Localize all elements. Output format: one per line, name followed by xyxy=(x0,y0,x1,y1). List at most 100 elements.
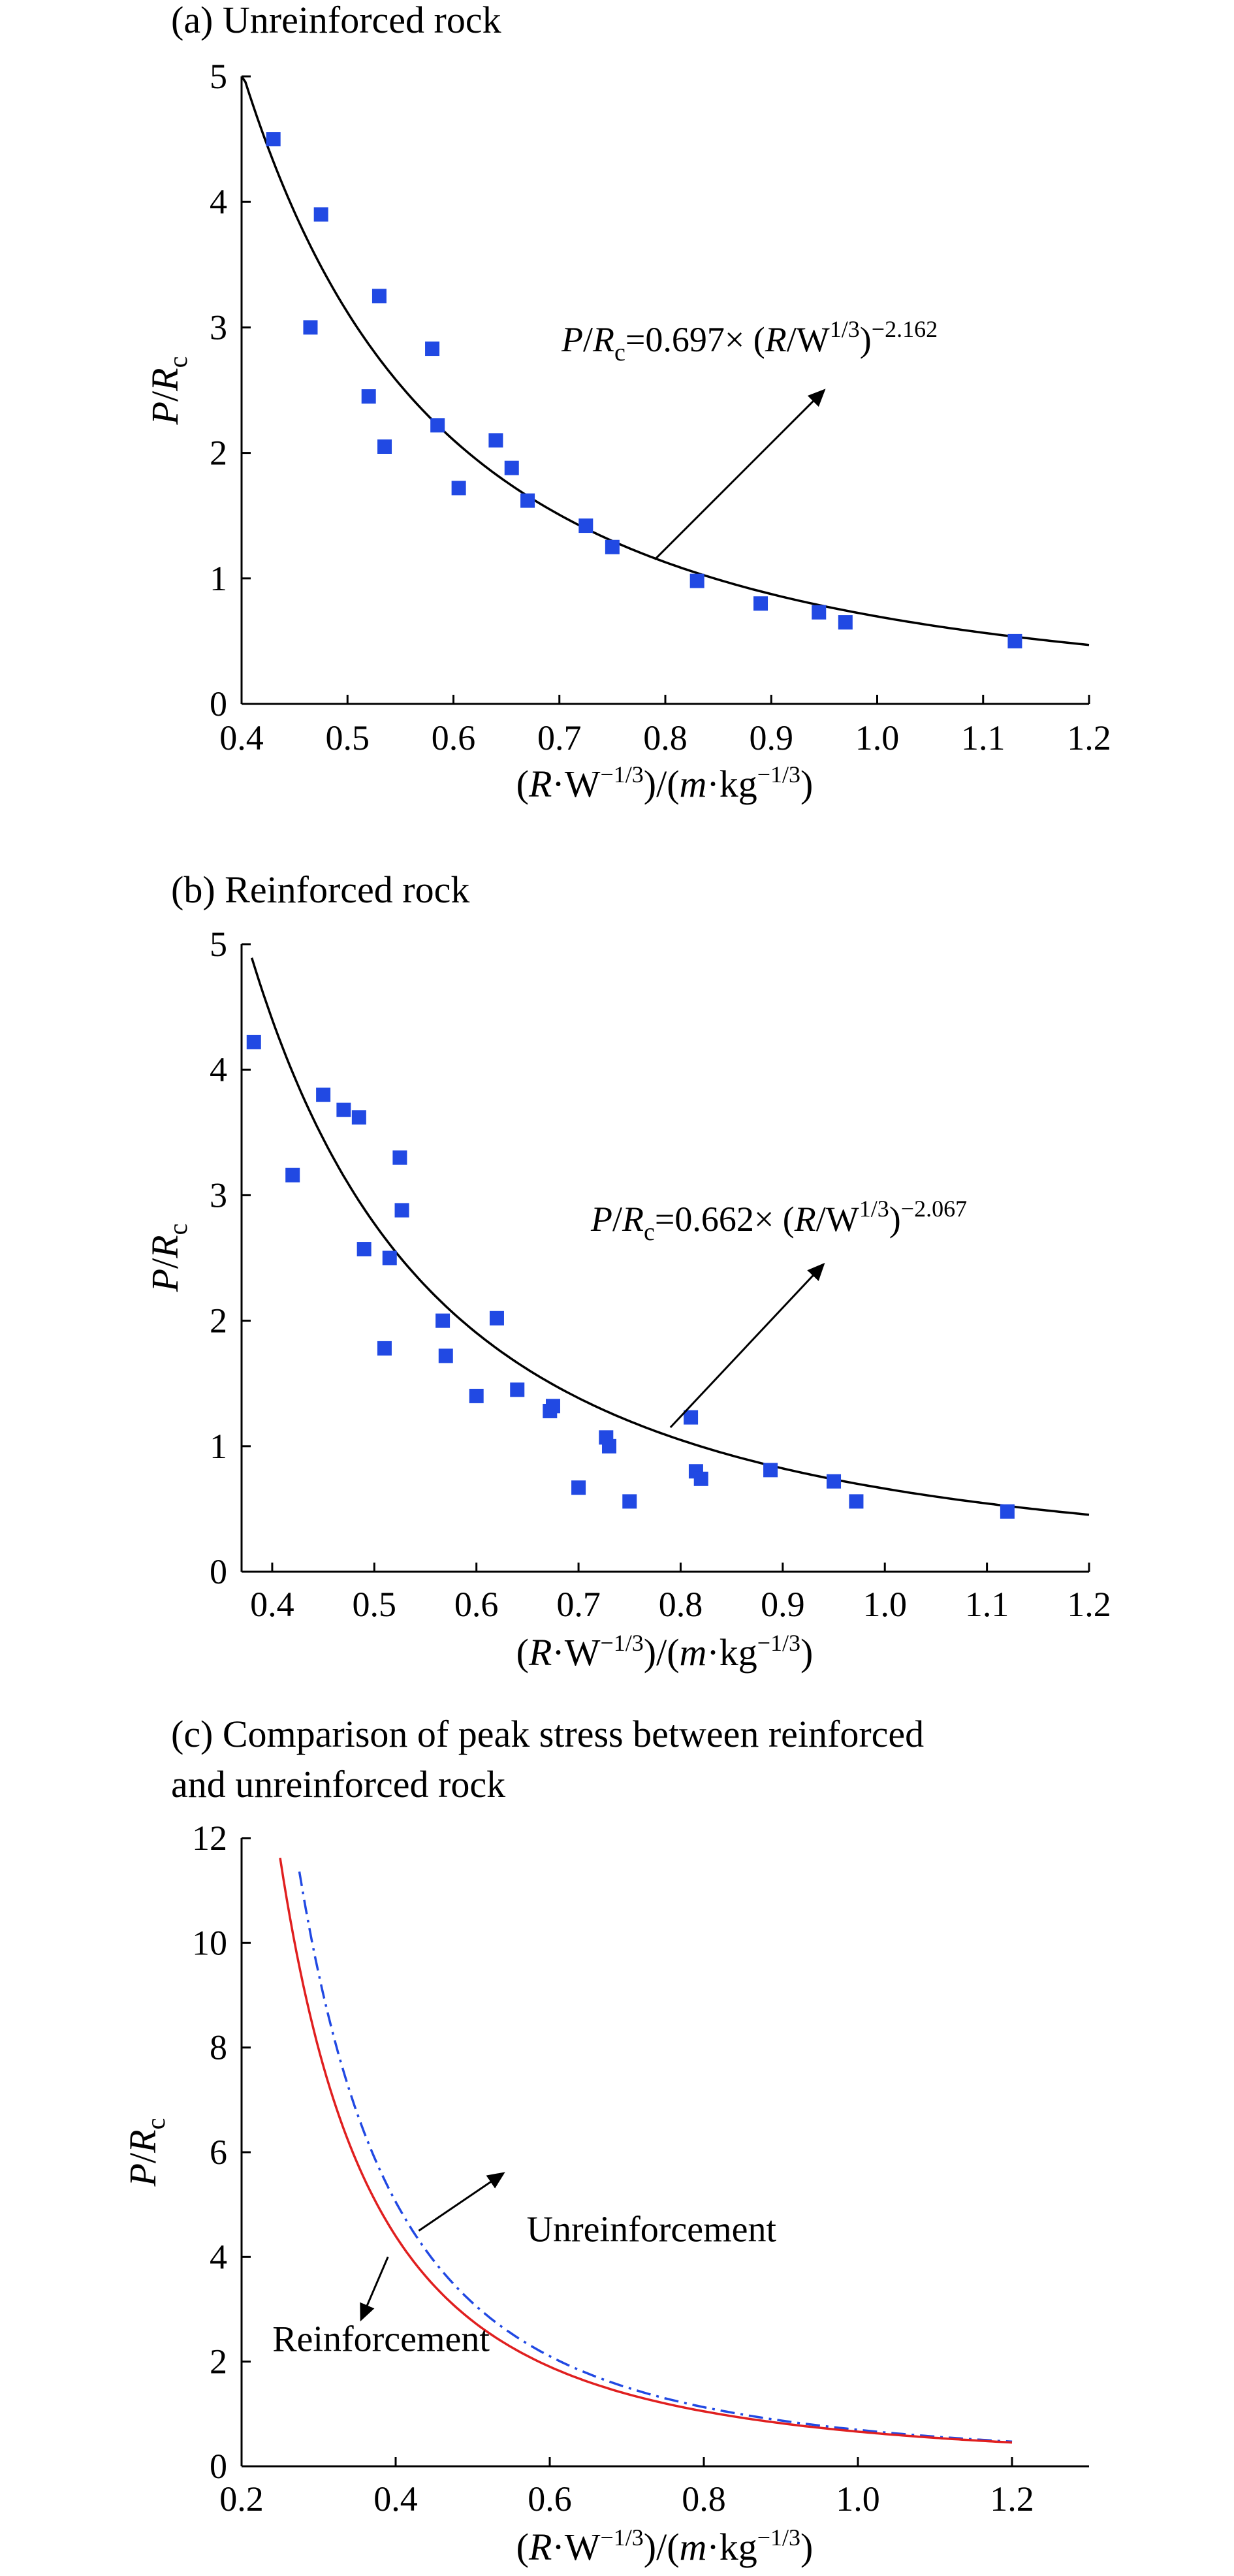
panel-c-x-axis-label: (R·W−1/3)/(m·kg−1/3) xyxy=(516,2524,814,2568)
curve-label-unreinforcement: Unreinforcement xyxy=(527,2209,777,2250)
panel-b-equation-annotation: P/Rc=0.662× (R/W1/3)−2.067 xyxy=(590,1196,967,1428)
label-part: R xyxy=(765,320,787,359)
label-part: R xyxy=(528,1631,552,1674)
label-part: ) xyxy=(800,763,813,805)
data-point xyxy=(285,1168,300,1183)
label-part: ) xyxy=(800,1631,813,1674)
label-part: c xyxy=(163,1224,193,1235)
label-part: m xyxy=(680,763,707,805)
curve-label-reinforcement: Reinforcement xyxy=(272,2319,490,2360)
y-tick-label: 6 xyxy=(210,2133,227,2172)
x-tick-label: 1.2 xyxy=(1067,718,1111,757)
data-point xyxy=(303,320,318,335)
label-part: ·W xyxy=(552,1631,600,1674)
y-tick-label: 10 xyxy=(192,1923,227,1962)
data-point xyxy=(693,1471,708,1486)
data-point xyxy=(372,289,387,304)
data-point xyxy=(438,1348,453,1363)
data-point xyxy=(489,1311,504,1326)
label-part: −1/3 xyxy=(757,761,800,787)
label-part: ·kg xyxy=(706,2526,757,2568)
x-tick-label: 0.4 xyxy=(250,1585,294,1624)
data-point xyxy=(520,493,535,508)
panel-b-fit-curve xyxy=(250,957,1090,1516)
data-point xyxy=(827,1474,842,1489)
panel-c-y-axis-label: P/Rc xyxy=(121,2118,170,2187)
label-part: c xyxy=(163,357,193,368)
data-point xyxy=(849,1494,864,1509)
y-tick-label: 0 xyxy=(210,684,227,724)
y-tick-label: 8 xyxy=(210,2028,227,2067)
label-part: −1/3 xyxy=(757,1630,800,1656)
data-point xyxy=(430,418,445,433)
data-point xyxy=(510,1382,525,1397)
data-point xyxy=(451,481,466,496)
data-point xyxy=(394,1203,409,1218)
label-part: P xyxy=(121,2163,164,2187)
label-part: P xyxy=(144,402,186,425)
curve-unreinforcement xyxy=(298,1871,1013,2443)
label-part: )/( xyxy=(644,763,680,805)
data-point xyxy=(504,460,519,475)
data-point xyxy=(377,1341,392,1356)
data-point xyxy=(425,342,440,357)
fit-equation: P/Rc=0.662× (R/W1/3)−2.067 xyxy=(590,1196,967,1246)
x-tick-label: 1.1 xyxy=(961,718,1005,757)
panel-b-title: (b) Reinforced rock xyxy=(171,868,469,911)
x-tick-label: 0.2 xyxy=(219,2479,264,2519)
x-tick-label: 0.9 xyxy=(761,1585,805,1624)
label-part: / xyxy=(144,1258,186,1269)
data-point xyxy=(361,389,376,404)
label-part: −1/3 xyxy=(600,2524,643,2551)
data-point xyxy=(753,596,768,611)
data-point xyxy=(351,1110,366,1125)
label-part: / xyxy=(583,320,593,359)
curve-label-arrow xyxy=(360,2256,389,2322)
panel-c-title-line-2: and unreinforced rock xyxy=(171,1763,505,1805)
data-point xyxy=(1000,1504,1015,1519)
panel-b-reinforced: (b) Reinforced rock 0.4 0.5 0.6 0.7 0.8 0.9 1.… xyxy=(144,868,1111,1674)
label-part: R xyxy=(121,2129,164,2153)
x-tick-label: 0.8 xyxy=(643,718,688,757)
data-point xyxy=(392,1150,407,1165)
data-point xyxy=(763,1463,778,1478)
panel-a-y-axis-label: P/Rc xyxy=(144,357,193,426)
label-part: c xyxy=(614,339,625,366)
y-tick-label: 0 xyxy=(210,2447,227,2486)
label-part: /W xyxy=(816,1200,859,1239)
y-tick-label: 3 xyxy=(210,1175,227,1215)
label-part: −2.162 xyxy=(872,316,938,342)
panel-b-data-points xyxy=(246,1034,1015,1519)
x-tick-label: 1.0 xyxy=(862,1585,907,1624)
y-tick-label: 0 xyxy=(210,1552,227,1591)
label-part: =0.697× ( xyxy=(625,320,765,359)
y-tick-label: 2 xyxy=(210,2342,227,2381)
data-point xyxy=(605,539,620,554)
annotation-arrow xyxy=(669,1262,825,1428)
y-tick-label: 4 xyxy=(210,182,227,221)
panel-c-x-ticks: 0.2 0.4 0.6 0.8 1.0 1.2 xyxy=(219,2457,1034,2519)
panel-b-y-ticks: 0 1 2 3 4 5 xyxy=(210,925,251,1591)
x-tick-label: 0.4 xyxy=(219,718,264,757)
y-tick-label: 1 xyxy=(210,1427,227,1466)
data-point xyxy=(356,1242,372,1257)
data-point xyxy=(578,518,593,533)
label-part: m xyxy=(680,1631,707,1674)
data-point xyxy=(838,615,853,630)
label-part: ( xyxy=(516,763,529,805)
label-part: m xyxy=(680,2526,707,2568)
label-part: /W xyxy=(787,320,830,359)
y-tick-label: 4 xyxy=(210,2237,227,2276)
label-part: ·W xyxy=(552,2526,600,2568)
x-tick-label: 0.6 xyxy=(432,718,476,757)
data-point xyxy=(571,1480,586,1495)
label-part: / xyxy=(612,1200,622,1239)
label-part: R xyxy=(592,320,614,359)
panel-c-curves xyxy=(279,1857,1013,2444)
x-tick-label: 1.2 xyxy=(1067,1585,1111,1624)
x-tick-label: 0.5 xyxy=(326,718,370,757)
label-part: R xyxy=(794,1200,816,1239)
label-part: / xyxy=(144,390,186,402)
label-part: 1/3 xyxy=(859,1196,889,1222)
